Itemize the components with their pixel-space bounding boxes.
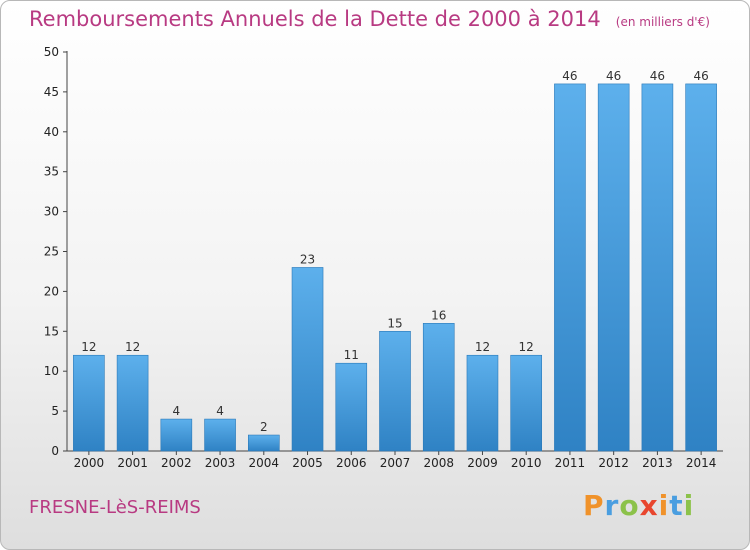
chart-bars: 12 12 4 4 2 23 11 15 16 12 12 46 46 46 46 [73,69,717,452]
x-tick-label: 2006 [336,456,367,470]
y-tick-label: 45 [44,85,59,99]
chart-title-block: Remboursements Annuels de la Dette de 20… [29,7,710,31]
x-tick-label: 2001 [117,456,148,470]
bar [204,418,236,452]
bar-value-label: 2 [260,420,268,434]
bar-value-label: 46 [562,69,577,83]
bar-value-label: 4 [216,404,224,418]
y-tick-label: 30 [44,205,59,219]
bar [160,418,193,452]
bar [466,354,499,452]
bar [379,330,411,452]
x-tick-label: 2011 [555,456,586,470]
y-tick-label: 0 [51,444,59,458]
bar-value-label: 12 [125,340,140,354]
x-tick-label: 2005 [292,456,323,470]
x-tick-label: 2000 [74,456,105,470]
bar-value-label: 12 [81,340,96,354]
x-tick-label: 2007 [380,456,411,470]
x-tick-label: 2008 [423,456,454,470]
bar-value-label: 16 [431,308,446,322]
town-name: FRESNE-LèS-REIMS [29,497,201,518]
y-tick-label: 5 [51,404,59,418]
bar [685,83,717,452]
x-tick-label: 2002 [161,456,192,470]
y-tick-label: 25 [44,245,59,259]
bar [597,83,630,452]
brand-logo: Proxiti [583,489,695,522]
y-tick-label: 35 [44,165,59,179]
bar-value-label: 46 [693,69,708,83]
chart-title: Remboursements Annuels de la Dette de 20… [29,7,601,31]
y-tick-label: 15 [44,324,59,338]
x-tick-label: 2009 [467,456,498,470]
x-tick-label: 2012 [598,456,629,470]
bar-value-label: 4 [173,404,181,418]
bar-value-label: 46 [606,69,621,83]
x-tick-label: 2013 [642,456,673,470]
bar [116,354,149,452]
bar [73,354,105,452]
y-tick-label: 10 [44,364,59,378]
x-tick-label: 2014 [686,456,717,470]
y-tick-label: 50 [44,45,59,59]
bar [291,267,324,452]
bar-value-label: 12 [475,340,490,354]
y-tick-label: 20 [44,284,59,298]
bar-value-label: 46 [650,69,665,83]
bar [554,83,586,452]
bar-value-label: 15 [387,316,402,330]
x-tick-label: 2004 [249,456,280,470]
bar [510,354,543,452]
bar [335,362,368,452]
bar-value-label: 12 [519,340,534,354]
bar [422,323,455,452]
bar-value-label: 11 [344,348,359,362]
chart-axes: 0 5 10 15 20 25 30 35 40 45 50 2000 2001 2002 2003 2004… [44,45,723,470]
bar [641,83,674,452]
y-tick-label: 40 [44,125,59,139]
chart-unit: (en milliers d'€) [615,15,710,29]
bar-value-label: 23 [300,252,315,266]
bar [248,434,280,452]
x-tick-label: 2003 [205,456,236,470]
x-tick-label: 2010 [511,456,542,470]
